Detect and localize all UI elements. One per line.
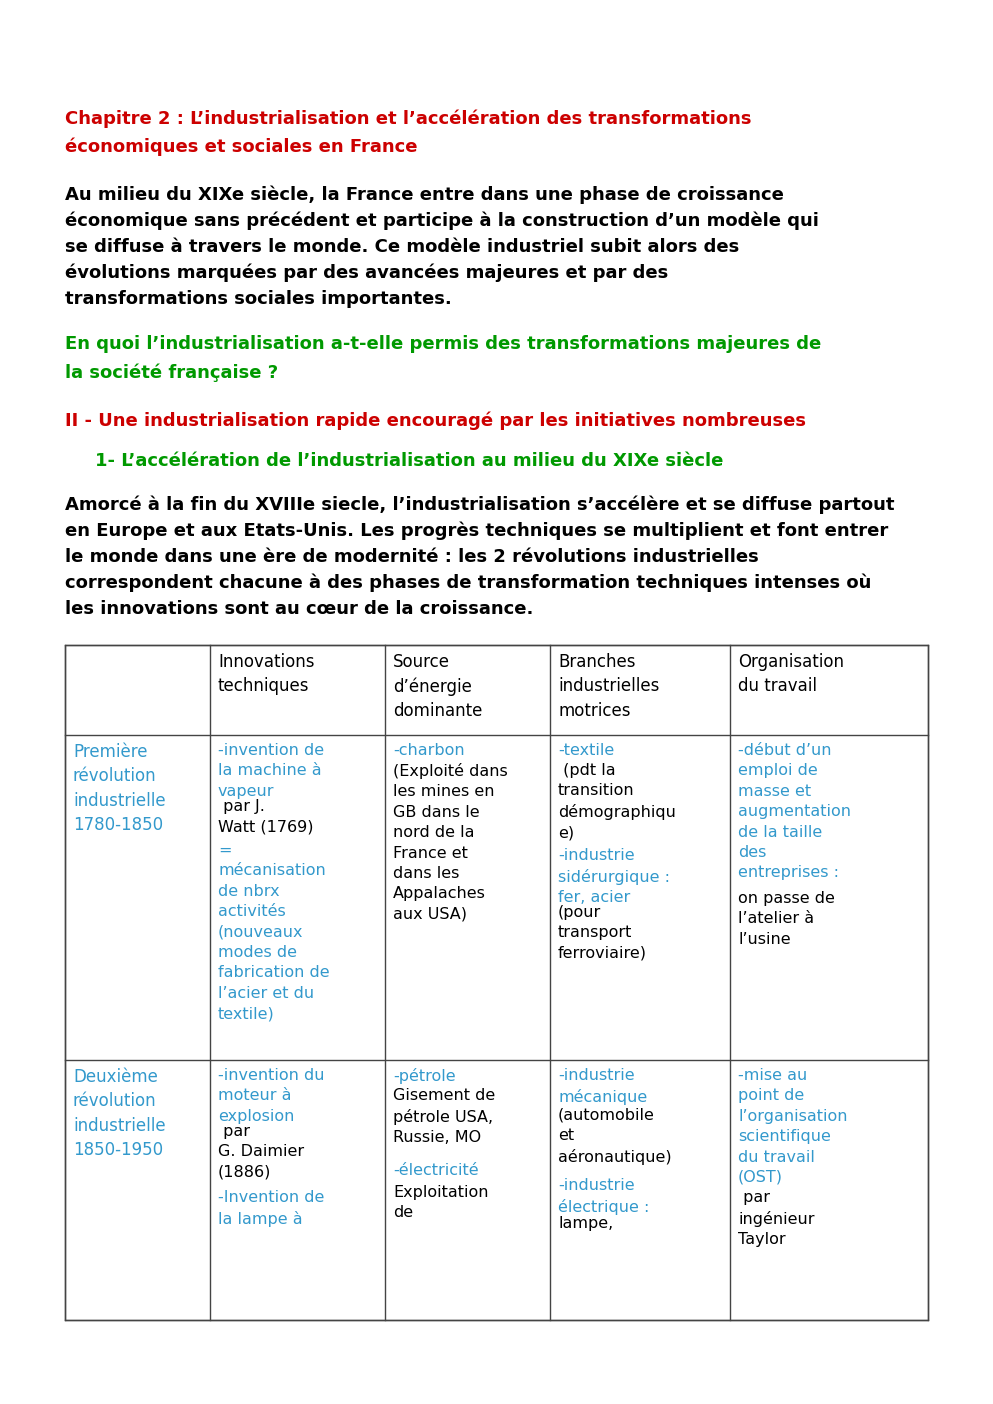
Text: -invention du
moteur à
explosion: -invention du moteur à explosion — [218, 1068, 325, 1123]
Text: Organisation
du travail: Organisation du travail — [738, 653, 844, 695]
Text: -Invention de
la lampe à: -Invention de la lampe à — [218, 1191, 325, 1227]
Text: -industrie
mécanique: -industrie mécanique — [558, 1068, 647, 1105]
Text: -électricité: -électricité — [393, 1163, 479, 1178]
Text: Gisement de
pétrole USA,
Russie, MO: Gisement de pétrole USA, Russie, MO — [393, 1088, 496, 1146]
Text: -industrie
sidérurgique :
fer, acier: -industrie sidérurgique : fer, acier — [558, 848, 670, 906]
Text: (pdt la
transition
démographiqu
e): (pdt la transition démographiqu e) — [558, 762, 676, 841]
Text: Source
d’énergie
dominante: Source d’énergie dominante — [393, 653, 483, 720]
Text: économiques et sociales en France: économiques et sociales en France — [65, 138, 417, 156]
Text: =
mécanisation
de nbrx
activités
(nouveaux
modes de
fabrication de
l’acier et du: = mécanisation de nbrx activités (nouvea… — [218, 842, 330, 1021]
Text: Deuxième
révolution
industrielle
1850-1950: Deuxième révolution industrielle 1850-19… — [73, 1068, 166, 1158]
Text: -charbon: -charbon — [393, 743, 465, 758]
Text: -mise au
point de
l’organisation
scientifique
du travail
(OST): -mise au point de l’organisation scienti… — [738, 1068, 847, 1185]
Text: lampe,: lampe, — [558, 1216, 614, 1231]
Text: -invention de
la machine à
vapeur: -invention de la machine à vapeur — [218, 743, 324, 799]
Text: -début d’un
emploi de
masse et
augmentation
de la taille
des
entreprises :: -début d’un emploi de masse et augmentat… — [738, 743, 851, 880]
Text: (pour
transport
ferroviaire): (pour transport ferroviaire) — [558, 906, 647, 960]
Text: Exploitation
de: Exploitation de — [393, 1185, 489, 1220]
Text: par
G. Daimier
(1886): par G. Daimier (1886) — [218, 1125, 304, 1179]
Text: par
ingénieur
Taylor: par ingénieur Taylor — [738, 1191, 814, 1247]
Text: on passe de
l’atelier à
l’usine: on passe de l’atelier à l’usine — [738, 892, 835, 946]
Text: Innovations
techniques: Innovations techniques — [218, 653, 315, 695]
Text: (automobile
et
aéronautique): (automobile et aéronautique) — [558, 1108, 671, 1165]
Text: Amorcé à la fin du XVIIIe siecle, l’industrialisation s’accélère et se diffuse p: Amorcé à la fin du XVIIIe siecle, l’indu… — [65, 496, 895, 618]
Bar — [65, 644, 928, 1320]
Text: par J.
Watt (1769): par J. Watt (1769) — [218, 799, 314, 834]
Text: Au milieu du XIXe siècle, la France entre dans une phase de croissance
économiqu: Au milieu du XIXe siècle, la France entr… — [65, 185, 819, 307]
Text: En quoi l’industrialisation a-t-elle permis des transformations majeures de: En quoi l’industrialisation a-t-elle per… — [65, 336, 821, 352]
Text: 1- L’accélération de l’industrialisation au milieu du XIXe siècle: 1- L’accélération de l’industrialisation… — [95, 452, 723, 470]
Text: -industrie
électrique :: -industrie électrique : — [558, 1178, 649, 1214]
Text: -pétrole: -pétrole — [393, 1068, 456, 1084]
Text: la société française ?: la société française ? — [65, 364, 278, 382]
Text: Branches
industrielles
motrices: Branches industrielles motrices — [558, 653, 659, 720]
Text: II - Une industrialisation rapide encouragé par les initiatives nombreuses: II - Une industrialisation rapide encour… — [65, 411, 806, 431]
Text: (Exploité dans
les mines en
GB dans le
nord de la
France et
dans les
Appalaches
: (Exploité dans les mines en GB dans le n… — [393, 762, 507, 922]
Text: Chapitre 2 : L’industrialisation et l’accélération des transformations: Chapitre 2 : L’industrialisation et l’ac… — [65, 110, 752, 129]
Text: -textile: -textile — [558, 743, 615, 758]
Text: Première
révolution
industrielle
1780-1850: Première révolution industrielle 1780-18… — [73, 743, 166, 834]
